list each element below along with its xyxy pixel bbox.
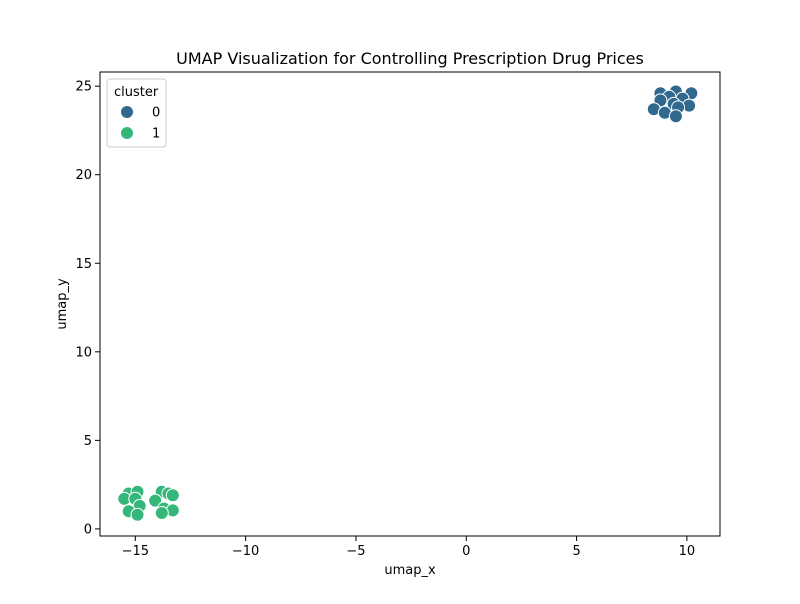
y-tick-label: 15 [75, 257, 92, 272]
data-point-cluster-0 [668, 109, 683, 124]
legend-marker [120, 105, 134, 119]
legend-label: 1 [152, 127, 160, 142]
legend: cluster 01 [106, 78, 167, 148]
plot-frame [99, 71, 721, 537]
data-point-cluster-1 [165, 488, 180, 503]
x-tick-label: −5 [346, 544, 365, 559]
legend-marker [120, 126, 134, 140]
legend-title: cluster [114, 85, 159, 100]
x-tick-label: 10 [679, 544, 696, 559]
x-tick-label: −10 [232, 544, 259, 559]
data-point-cluster-1 [154, 505, 169, 520]
data-point-cluster-1 [148, 493, 163, 508]
y-tick-label: 0 [84, 522, 92, 537]
y-axis-label: umap_y [55, 278, 70, 330]
data-points [117, 84, 699, 522]
y-tick-label: 25 [75, 80, 92, 95]
data-point-cluster-1 [130, 507, 145, 522]
legend-entries: 01 [120, 105, 160, 142]
chart-title: UMAP Visualization for Controlling Presc… [176, 49, 644, 68]
x-tick-label: 5 [572, 544, 580, 559]
legend-label: 0 [152, 106, 160, 121]
x-axis-label: umap_x [384, 563, 436, 578]
y-tick-label: 5 [84, 434, 92, 449]
x-tick-label: 0 [462, 544, 470, 559]
y-tick-label: 20 [75, 168, 92, 183]
x-tick-label: −15 [122, 544, 149, 559]
y-tick-label: 10 [75, 345, 92, 360]
